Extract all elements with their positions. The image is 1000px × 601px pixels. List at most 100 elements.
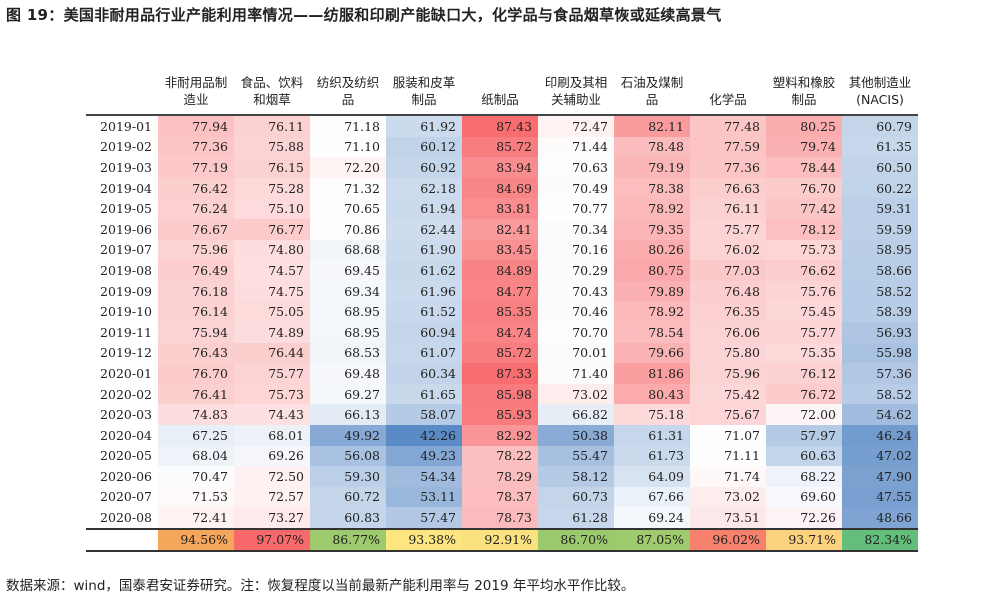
- value-cell: 77.36: [690, 157, 766, 178]
- date-cell: 2019-04: [100, 180, 152, 196]
- date-cell: 2020-08: [100, 510, 152, 526]
- value-cell: 47.90: [842, 466, 918, 487]
- value-cell: 75.42: [690, 383, 766, 405]
- value-cell: 60.50: [842, 157, 918, 178]
- date-cell: 2020-05: [100, 448, 152, 464]
- date-cell: 2019-01: [100, 118, 152, 134]
- value-cell: 74.89: [234, 321, 310, 343]
- value-cell: 71.10: [310, 136, 386, 158]
- table-row: 2019-07 75.96 74.80 68.68 61.90 83.45 70.16 80.…: [86, 239, 918, 261]
- value-cell: 73.02: [690, 486, 766, 508]
- value-cell: 78.44: [766, 157, 842, 178]
- value-cell: 75.73: [766, 239, 842, 261]
- value-cell: 72.26: [766, 507, 842, 529]
- value-cell: 68.95: [310, 321, 386, 343]
- value-cell: 46.24: [842, 424, 918, 446]
- value-cell: 72.50: [234, 466, 310, 487]
- date-header: [86, 46, 158, 115]
- value-cell: 85.35: [462, 301, 538, 322]
- value-cell: 54.34: [386, 466, 462, 487]
- value-cell: 74.57: [234, 260, 310, 281]
- value-cell: 75.96: [690, 363, 766, 384]
- value-cell: 75.80: [690, 342, 766, 364]
- value-cell: 60.94: [386, 321, 462, 343]
- value-cell: 68.53: [310, 342, 386, 364]
- value-cell: 67.25: [158, 424, 234, 446]
- table-row: 2019-02 77.36 75.88 71.10 60.12 85.72 71.44 78.…: [86, 136, 918, 158]
- value-cell: 60.92: [386, 157, 462, 178]
- value-cell: 62.18: [386, 177, 462, 199]
- value-cell: 80.43: [614, 383, 690, 405]
- value-cell: 61.92: [386, 115, 462, 137]
- value-cell: 60.73: [538, 486, 614, 508]
- table-row: 2019-03 77.19 76.15 72.20 60.92 83.94 70.63 79.…: [86, 157, 918, 178]
- date-cell: 2019-05: [100, 201, 152, 217]
- value-cell: 61.96: [386, 280, 462, 302]
- value-cell: 64.09: [614, 466, 690, 487]
- value-cell: 77.59: [690, 136, 766, 158]
- value-cell: 60.83: [310, 507, 386, 529]
- source-note: 数据来源：wind，国泰君安证券研究。注：恢复程度以当前最新产能利用率与 201…: [6, 578, 635, 594]
- recovery-cell: 93.38%: [386, 528, 462, 551]
- value-cell: 47.55: [842, 486, 918, 508]
- value-cell: 78.29: [462, 466, 538, 487]
- value-cell: 49.92: [310, 424, 386, 446]
- value-cell: 69.27: [310, 383, 386, 405]
- column-header: 石油及煤制品: [620, 75, 684, 107]
- value-cell: 48.66: [842, 507, 918, 529]
- value-cell: 55.47: [538, 445, 614, 467]
- value-cell: 59.30: [310, 466, 386, 487]
- value-cell: 58.07: [386, 404, 462, 425]
- value-cell: 84.74: [462, 321, 538, 343]
- column-header: 服装和皮革制品: [392, 75, 456, 107]
- value-cell: 75.88: [234, 136, 310, 158]
- column-header: 其他制造业(NACIS): [848, 75, 912, 107]
- value-cell: 78.48: [614, 136, 690, 158]
- value-cell: 61.94: [386, 198, 462, 219]
- value-cell: 60.34: [386, 363, 462, 384]
- value-cell: 70.43: [538, 280, 614, 302]
- value-cell: 78.92: [614, 198, 690, 219]
- value-cell: 56.08: [310, 445, 386, 467]
- value-cell: 58.39: [842, 301, 918, 322]
- value-cell: 79.89: [614, 280, 690, 302]
- value-cell: 53.11: [386, 486, 462, 508]
- recovery-cell: 96.02%: [690, 528, 766, 551]
- value-cell: 79.66: [614, 342, 690, 364]
- value-cell: 79.74: [766, 136, 842, 158]
- value-cell: 68.68: [310, 239, 386, 261]
- value-cell: 61.31: [614, 424, 690, 446]
- table-row: 2019-04 76.42 75.28 71.32 62.18 84.69 70.49 78.…: [86, 177, 918, 199]
- value-cell: 76.44: [234, 342, 310, 364]
- value-cell: 69.48: [310, 363, 386, 384]
- table-row: 2020-04 67.25 68.01 49.92 42.26 82.92 50.38 61.…: [86, 424, 918, 446]
- recovery-cell: 86.77%: [310, 528, 386, 551]
- date-cell: 2019-09: [100, 283, 152, 299]
- value-cell: 61.62: [386, 260, 462, 281]
- value-cell: 69.45: [310, 260, 386, 281]
- value-cell: 68.01: [234, 424, 310, 446]
- value-cell: 61.65: [386, 383, 462, 405]
- value-cell: 85.98: [462, 383, 538, 405]
- value-cell: 75.94: [158, 321, 234, 343]
- value-cell: 71.11: [690, 445, 766, 467]
- value-cell: 69.26: [234, 445, 310, 467]
- value-cell: 74.83: [158, 404, 234, 425]
- value-cell: 71.53: [158, 486, 234, 508]
- date-cell: 2019-03: [100, 159, 152, 175]
- value-cell: 77.94: [158, 115, 234, 137]
- value-cell: 83.94: [462, 157, 538, 178]
- value-cell: 80.25: [766, 115, 842, 137]
- value-cell: 75.67: [690, 404, 766, 425]
- value-cell: 83.45: [462, 239, 538, 261]
- value-cell: 58.66: [842, 260, 918, 281]
- value-cell: 72.57: [234, 486, 310, 508]
- value-cell: 66.82: [538, 404, 614, 425]
- column-header: 纸制品: [481, 92, 519, 107]
- recovery-row: 94.56% 97.07% 86.77% 93.38% 92.91% 86.70% 87.0…: [86, 528, 918, 551]
- value-cell: 71.18: [310, 115, 386, 137]
- value-cell: 82.41: [462, 218, 538, 240]
- value-cell: 82.92: [462, 424, 538, 446]
- value-cell: 70.46: [538, 301, 614, 322]
- value-cell: 75.76: [766, 280, 842, 302]
